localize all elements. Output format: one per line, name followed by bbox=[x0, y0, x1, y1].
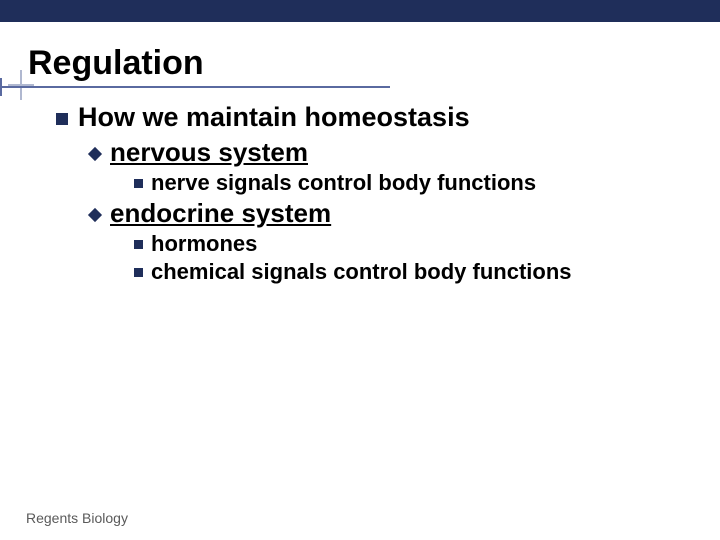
diamond-bullet-icon bbox=[88, 208, 102, 222]
bullet-level3-nerve: nerve signals control body functions bbox=[134, 170, 690, 196]
square-bullet-small-icon bbox=[134, 179, 143, 188]
bullet-level3-hormones: hormones bbox=[134, 231, 690, 257]
bullet-level3-chemical: chemical signals control body functions bbox=[134, 259, 690, 285]
body-area: How we maintain homeostasis nervous syst… bbox=[56, 102, 690, 287]
level1-text: How we maintain homeostasis bbox=[78, 102, 470, 132]
level3-text-1: nerve signals control body functions bbox=[151, 170, 536, 195]
footer-text: Regents Biology bbox=[26, 510, 128, 526]
square-bullet-small-icon bbox=[134, 268, 143, 277]
level3-text-2: hormones bbox=[151, 231, 257, 256]
top-stripe bbox=[0, 0, 720, 22]
diamond-bullet-icon bbox=[88, 147, 102, 161]
title-underline bbox=[0, 86, 390, 88]
bullet-level2-nervous: nervous system bbox=[90, 137, 690, 168]
bullet-level2-endocrine: endocrine system bbox=[90, 198, 690, 229]
square-bullet-small-icon bbox=[134, 240, 143, 249]
title-area: Regulation bbox=[28, 44, 692, 85]
level2-text-1: nervous system bbox=[110, 137, 308, 167]
slide: Regulation How we maintain homeostasis n… bbox=[0, 0, 720, 540]
bullet-level1: How we maintain homeostasis bbox=[56, 102, 690, 133]
level2-text-2: endocrine system bbox=[110, 198, 331, 228]
square-bullet-icon bbox=[56, 113, 68, 125]
level3-text-3: chemical signals control body functions bbox=[151, 259, 572, 284]
slide-title: Regulation bbox=[28, 44, 204, 85]
